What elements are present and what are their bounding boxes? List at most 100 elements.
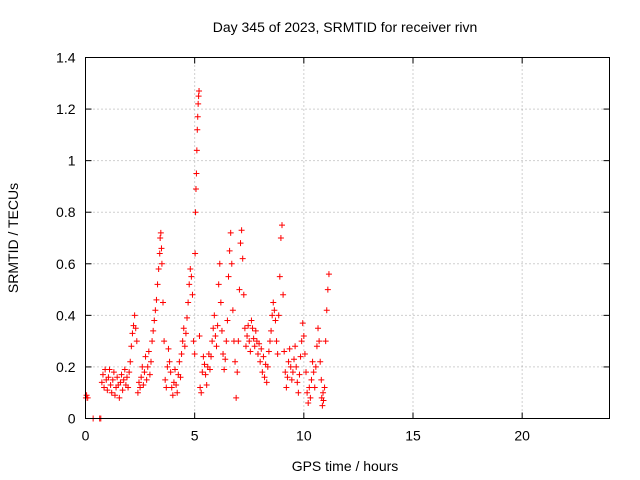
- data-point: [304, 389, 311, 396]
- x-tick-label: 0: [82, 428, 90, 444]
- data-point: [188, 273, 195, 280]
- data-point: [161, 338, 168, 345]
- data-point: [251, 343, 258, 350]
- data-point: [299, 320, 306, 327]
- data-point: [295, 389, 302, 396]
- data-point: [273, 338, 280, 345]
- data-point: [213, 343, 220, 350]
- data-point: [105, 374, 112, 381]
- data-point: [322, 338, 329, 345]
- data-point: [186, 281, 193, 288]
- data-point: [270, 299, 277, 306]
- data-point: [320, 389, 327, 396]
- data-point: [167, 369, 174, 376]
- data-point: [141, 369, 148, 376]
- x-tick-label: 10: [296, 428, 312, 444]
- data-point: [284, 374, 291, 381]
- data-point: [265, 348, 272, 355]
- data-point: [108, 389, 115, 396]
- data-point: [148, 358, 154, 365]
- data-point: [281, 348, 288, 355]
- data-point: [242, 343, 249, 350]
- data-point: [305, 400, 312, 407]
- data-point: [246, 338, 253, 345]
- y-tick-label: 0: [68, 411, 76, 427]
- data-point: [158, 260, 165, 267]
- data-point: [292, 343, 299, 350]
- data-point: [226, 247, 233, 254]
- data-point: [272, 317, 279, 324]
- data-point: [173, 381, 180, 388]
- data-point: [311, 384, 318, 391]
- chart-title: Day 345 of 2023, SRMTID for receiver riv…: [213, 19, 478, 35]
- data-point: [300, 332, 307, 339]
- data-point: [210, 325, 217, 332]
- data-point: [323, 307, 330, 314]
- data-point: [197, 384, 204, 391]
- data-point: [176, 358, 183, 365]
- data-point: [199, 369, 206, 376]
- data-point: [324, 286, 331, 293]
- data-point: [224, 317, 231, 324]
- data-point: [172, 366, 179, 373]
- data-point: [160, 299, 167, 306]
- y-axis-label: SRMTID / TECUs: [5, 183, 21, 293]
- data-point: [156, 250, 163, 257]
- data-point: [151, 317, 158, 324]
- data-point: [191, 351, 198, 358]
- data-point: [298, 338, 305, 345]
- data-point: [149, 338, 156, 345]
- data-point: [282, 369, 289, 376]
- data-point: [195, 93, 202, 100]
- data-point: [189, 291, 196, 298]
- data-point: [266, 338, 273, 345]
- data-point: [239, 255, 246, 262]
- data-point: [293, 363, 300, 370]
- data-point: [221, 366, 228, 373]
- data-point: [195, 100, 202, 107]
- data-point: [182, 330, 189, 337]
- data-point: [192, 209, 199, 216]
- grid-lines: [85, 57, 610, 419]
- data-point: [107, 381, 114, 388]
- data-point: [184, 314, 191, 321]
- data-point: [294, 379, 301, 386]
- data-point: [312, 363, 319, 370]
- data-point: [275, 312, 282, 319]
- data-point: [212, 332, 219, 339]
- data-point: [101, 384, 108, 391]
- data-point: [257, 358, 264, 365]
- data-point: [196, 332, 203, 339]
- x-tick-label: 20: [514, 428, 530, 444]
- x-tick-label: 15: [405, 428, 421, 444]
- y-tick-label: 1.4: [56, 50, 76, 66]
- data-point: [216, 260, 223, 267]
- data-point: [310, 369, 317, 376]
- data-point: [291, 356, 298, 363]
- data-point: [297, 353, 304, 360]
- data-point: [320, 397, 327, 404]
- data-point: [296, 371, 303, 378]
- data-point: [164, 363, 171, 370]
- data-point: [236, 286, 243, 293]
- data-point: [158, 245, 165, 252]
- data-point: [264, 363, 271, 370]
- data-point: [228, 260, 235, 267]
- data-point: [218, 327, 225, 334]
- data-point: [131, 312, 138, 319]
- data-point: [150, 327, 157, 334]
- data-point: [321, 384, 328, 391]
- x-tick-labels: 0 5 10 15 20: [82, 428, 531, 444]
- data-point: [223, 338, 230, 345]
- data-point: [254, 351, 261, 358]
- data-point: [233, 394, 240, 401]
- data-point: [241, 325, 248, 332]
- data-point: [99, 371, 106, 378]
- data-point: [117, 379, 124, 386]
- data-point: [313, 343, 320, 350]
- data-point: [157, 229, 164, 236]
- data-point: [157, 235, 164, 241]
- data-point: [133, 338, 140, 345]
- data-point: [152, 307, 159, 314]
- data-point: [143, 376, 150, 383]
